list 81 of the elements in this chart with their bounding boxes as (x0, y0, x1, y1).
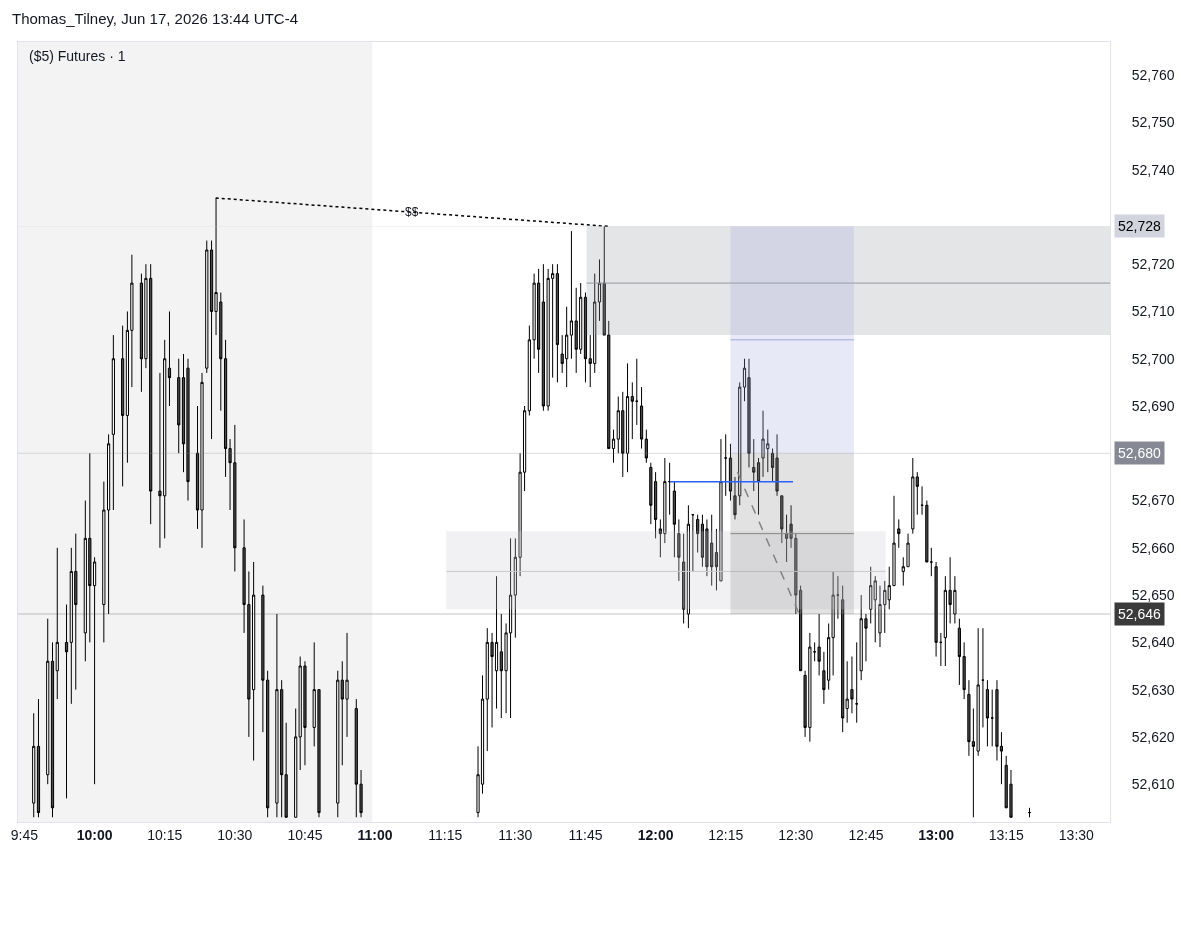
candlestick (46, 618, 50, 785)
x-tick-label: 11:00 (357, 826, 393, 843)
y-tick-label: 52,720 (1131, 256, 1175, 273)
candlestick (200, 372, 204, 549)
candlestick (555, 263, 560, 383)
annotation: $$ (405, 205, 419, 219)
candlestick (597, 258, 602, 322)
candlestick (630, 381, 634, 440)
candlestick (625, 362, 630, 473)
candlestick (728, 443, 733, 502)
x-tick-label: 13:15 (988, 826, 1024, 843)
candlestick (817, 613, 821, 676)
x-tick-label: 11:30 (498, 826, 533, 843)
candlestick (611, 429, 616, 464)
x-tick-label: 9:45 (10, 826, 39, 843)
candlestick (177, 358, 181, 454)
candlestick (583, 292, 588, 383)
x-tick-label: 10:45 (287, 826, 323, 843)
candlestick (677, 518, 681, 582)
candlestick (981, 627, 985, 728)
candlestick (635, 358, 639, 426)
x-tick-label: 13:30 (1058, 826, 1095, 843)
candlestick (55, 547, 59, 700)
candlestick (121, 325, 125, 487)
x-tick-label: 11:15 (428, 826, 463, 843)
candlestick (934, 561, 938, 658)
x-tick-label: 13:00 (918, 826, 955, 843)
y-tick-label: 52,670 (1131, 492, 1175, 509)
y-tick-label: 52,700 (1131, 350, 1175, 367)
candlestick (841, 585, 845, 733)
candlestick (167, 310, 172, 407)
candlestick (36, 698, 41, 818)
candlestick (780, 495, 784, 544)
candlestick (747, 358, 751, 468)
y-tick-label: 52,640 (1131, 634, 1175, 651)
ref-line-label: 52,728 (1118, 218, 1162, 234)
candlestick (32, 712, 36, 818)
candlestick (911, 457, 915, 535)
x-tick-label: 10:15 (147, 826, 183, 843)
chart-subtitle: ($5) Futures · 1 (29, 48, 126, 64)
candlestick (939, 632, 943, 667)
candlestick (682, 533, 686, 624)
y-tick-label: 52,690 (1131, 397, 1175, 414)
ref-line-label: 52,680 (1118, 445, 1162, 461)
x-tick-label: 12:30 (778, 826, 814, 843)
candlestick (775, 433, 779, 497)
candlestick (546, 268, 550, 412)
y-tick-label: 52,740 (1131, 161, 1175, 178)
candlestick (686, 504, 690, 629)
y-tick-label: 52,750 (1131, 114, 1175, 131)
candlestick (696, 514, 700, 554)
ref-line-label: 52,646 (1118, 606, 1162, 622)
candlestick (897, 518, 901, 549)
candlestick (672, 481, 676, 558)
y-tick-label: 52,660 (1131, 539, 1175, 556)
candlestick (644, 429, 648, 464)
y-tick-label: 52,610 (1131, 776, 1175, 793)
candlestick (639, 386, 644, 450)
candlestick (275, 613, 279, 818)
candlestick (186, 358, 190, 502)
candlestick (668, 462, 672, 516)
candlestick (64, 604, 69, 799)
y-tick-label: 52,650 (1131, 586, 1175, 603)
y-tick-label: 52,620 (1131, 728, 1175, 745)
y-tick-label: 52,710 (1131, 303, 1175, 320)
chart-title: Thomas_Tilney, Jun 17, 2026 13:44 UTC-4 (12, 10, 298, 28)
x-tick-label: 10:00 (76, 826, 113, 843)
x-tick-label: 12:45 (848, 826, 884, 843)
candlestick (111, 334, 115, 511)
candlestick (50, 641, 55, 818)
candlestick (985, 679, 990, 747)
candlestick (990, 689, 994, 747)
y-tick-label: 52,630 (1131, 681, 1175, 698)
x-tick-label: 12:15 (708, 826, 744, 843)
candlestick (724, 433, 728, 497)
x-tick-label: 10:30 (217, 826, 253, 843)
candlestick (855, 641, 859, 724)
x-tick-label: 12:00 (637, 826, 674, 843)
y-tick-label: 52,760 (1131, 66, 1175, 83)
x-tick-label: 11:45 (568, 826, 603, 843)
candlestick (508, 537, 513, 719)
